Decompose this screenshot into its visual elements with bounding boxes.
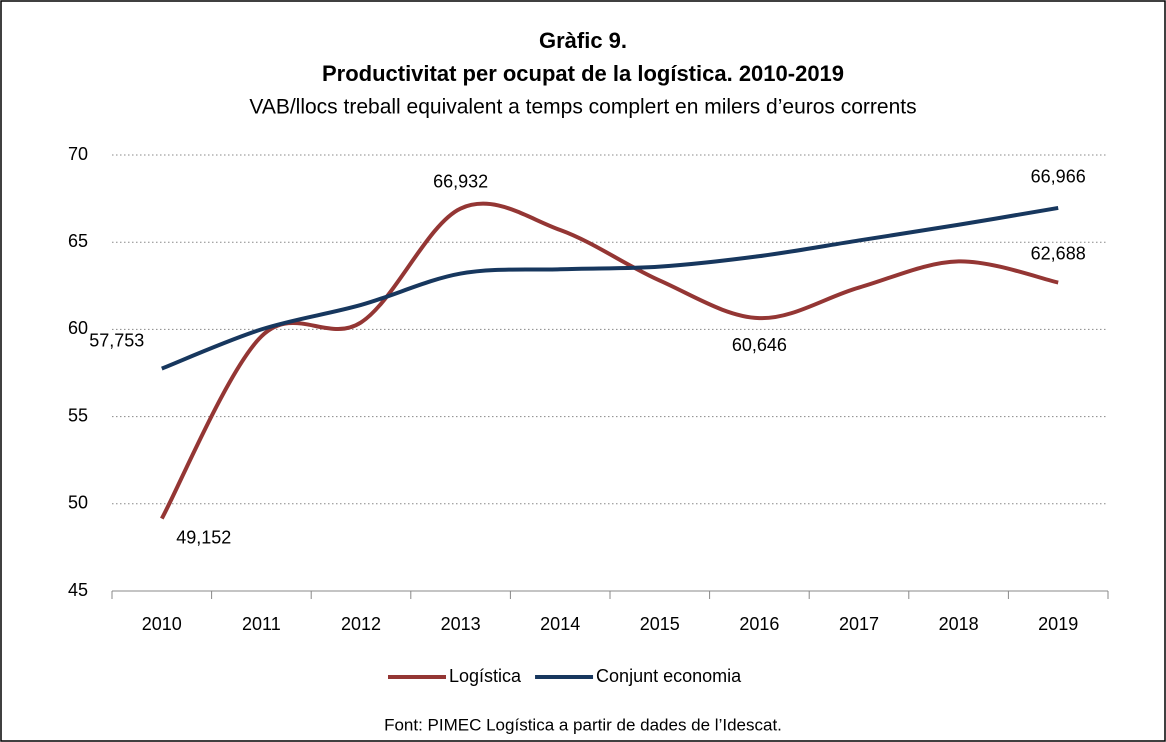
x-tick-label: 2012 bbox=[341, 614, 381, 634]
data-label: 57,753 bbox=[89, 330, 144, 350]
source: Font: PIMEC Logística a partir de dades … bbox=[384, 715, 782, 734]
data-label: 66,966 bbox=[1031, 167, 1086, 187]
data-label: 60,646 bbox=[732, 335, 787, 355]
line-series bbox=[161, 205, 1059, 371]
x-tick-label: 2014 bbox=[540, 614, 580, 634]
y-tick-label: 70 bbox=[68, 144, 88, 164]
legend-label: Logística bbox=[449, 666, 522, 686]
y-tick-label: 65 bbox=[68, 231, 88, 251]
x-tick-label: 2011 bbox=[242, 614, 281, 634]
x-tick-label: 2010 bbox=[142, 614, 182, 634]
y-tick-label: 50 bbox=[68, 493, 88, 513]
data-label: 66,932 bbox=[433, 171, 488, 191]
chart-title: Gràfic 9. bbox=[539, 28, 627, 53]
data-label: 49,152 bbox=[176, 527, 231, 547]
x-tick-label: 2013 bbox=[441, 614, 481, 634]
legend-label: Conjunt economia bbox=[596, 666, 742, 686]
y-tick-label: 55 bbox=[68, 405, 88, 425]
y-tick-label: 45 bbox=[68, 580, 88, 600]
chart-subtitle: Productivitat per ocupat de la logística… bbox=[322, 61, 844, 86]
x-tick-label: 2018 bbox=[939, 614, 979, 634]
x-tick-label: 2017 bbox=[839, 614, 879, 634]
data-label: 62,688 bbox=[1031, 243, 1086, 263]
axis-label: VAB/llocs treball equivalent a temps com… bbox=[249, 96, 916, 119]
x-tick-label: 2016 bbox=[739, 614, 779, 634]
y-tick-label: 60 bbox=[68, 318, 88, 338]
x-tick-label: 2015 bbox=[640, 614, 680, 634]
x-tick-label: 2019 bbox=[1038, 614, 1078, 634]
